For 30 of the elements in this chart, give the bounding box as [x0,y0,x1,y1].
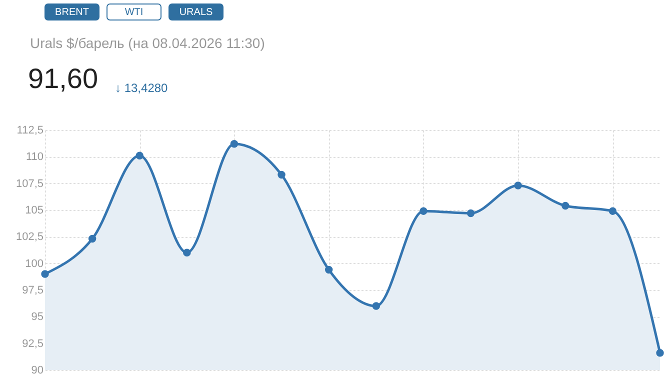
y-tick-label: 102,5 [16,231,44,244]
y-tick-label: 90 [31,364,44,376]
y-tick-label: 97,5 [22,284,44,296]
point [88,234,96,243]
point [41,270,49,278]
y-tick-label: 112,5 [16,124,44,136]
point [608,207,617,215]
text: BRENT [55,7,89,18]
y-tick-label: 92,5 [22,338,44,350]
point [136,152,144,160]
text: WTI [124,7,144,18]
text: URALS [179,7,213,18]
point [183,248,191,257]
point [466,209,475,218]
y-tick-label: 110 [26,151,44,164]
chart-subtitle: 91,60 [28,63,98,94]
y-tick-label: 107,5 [16,178,44,190]
y-tick-label: 95 [31,311,44,324]
point [372,302,380,310]
point [324,266,333,274]
point [420,207,428,215]
point [278,170,286,179]
point [656,349,664,357]
point [562,202,570,210]
point [230,140,238,148]
text: ↓ 13,4280 [115,81,168,95]
y-tick-label: 100 [25,258,44,270]
y-tick-label: 105 [25,204,44,216]
chart-title: Urals $/барель (на 08.04.2026 11:30) [30,35,265,51]
point [514,182,522,190]
